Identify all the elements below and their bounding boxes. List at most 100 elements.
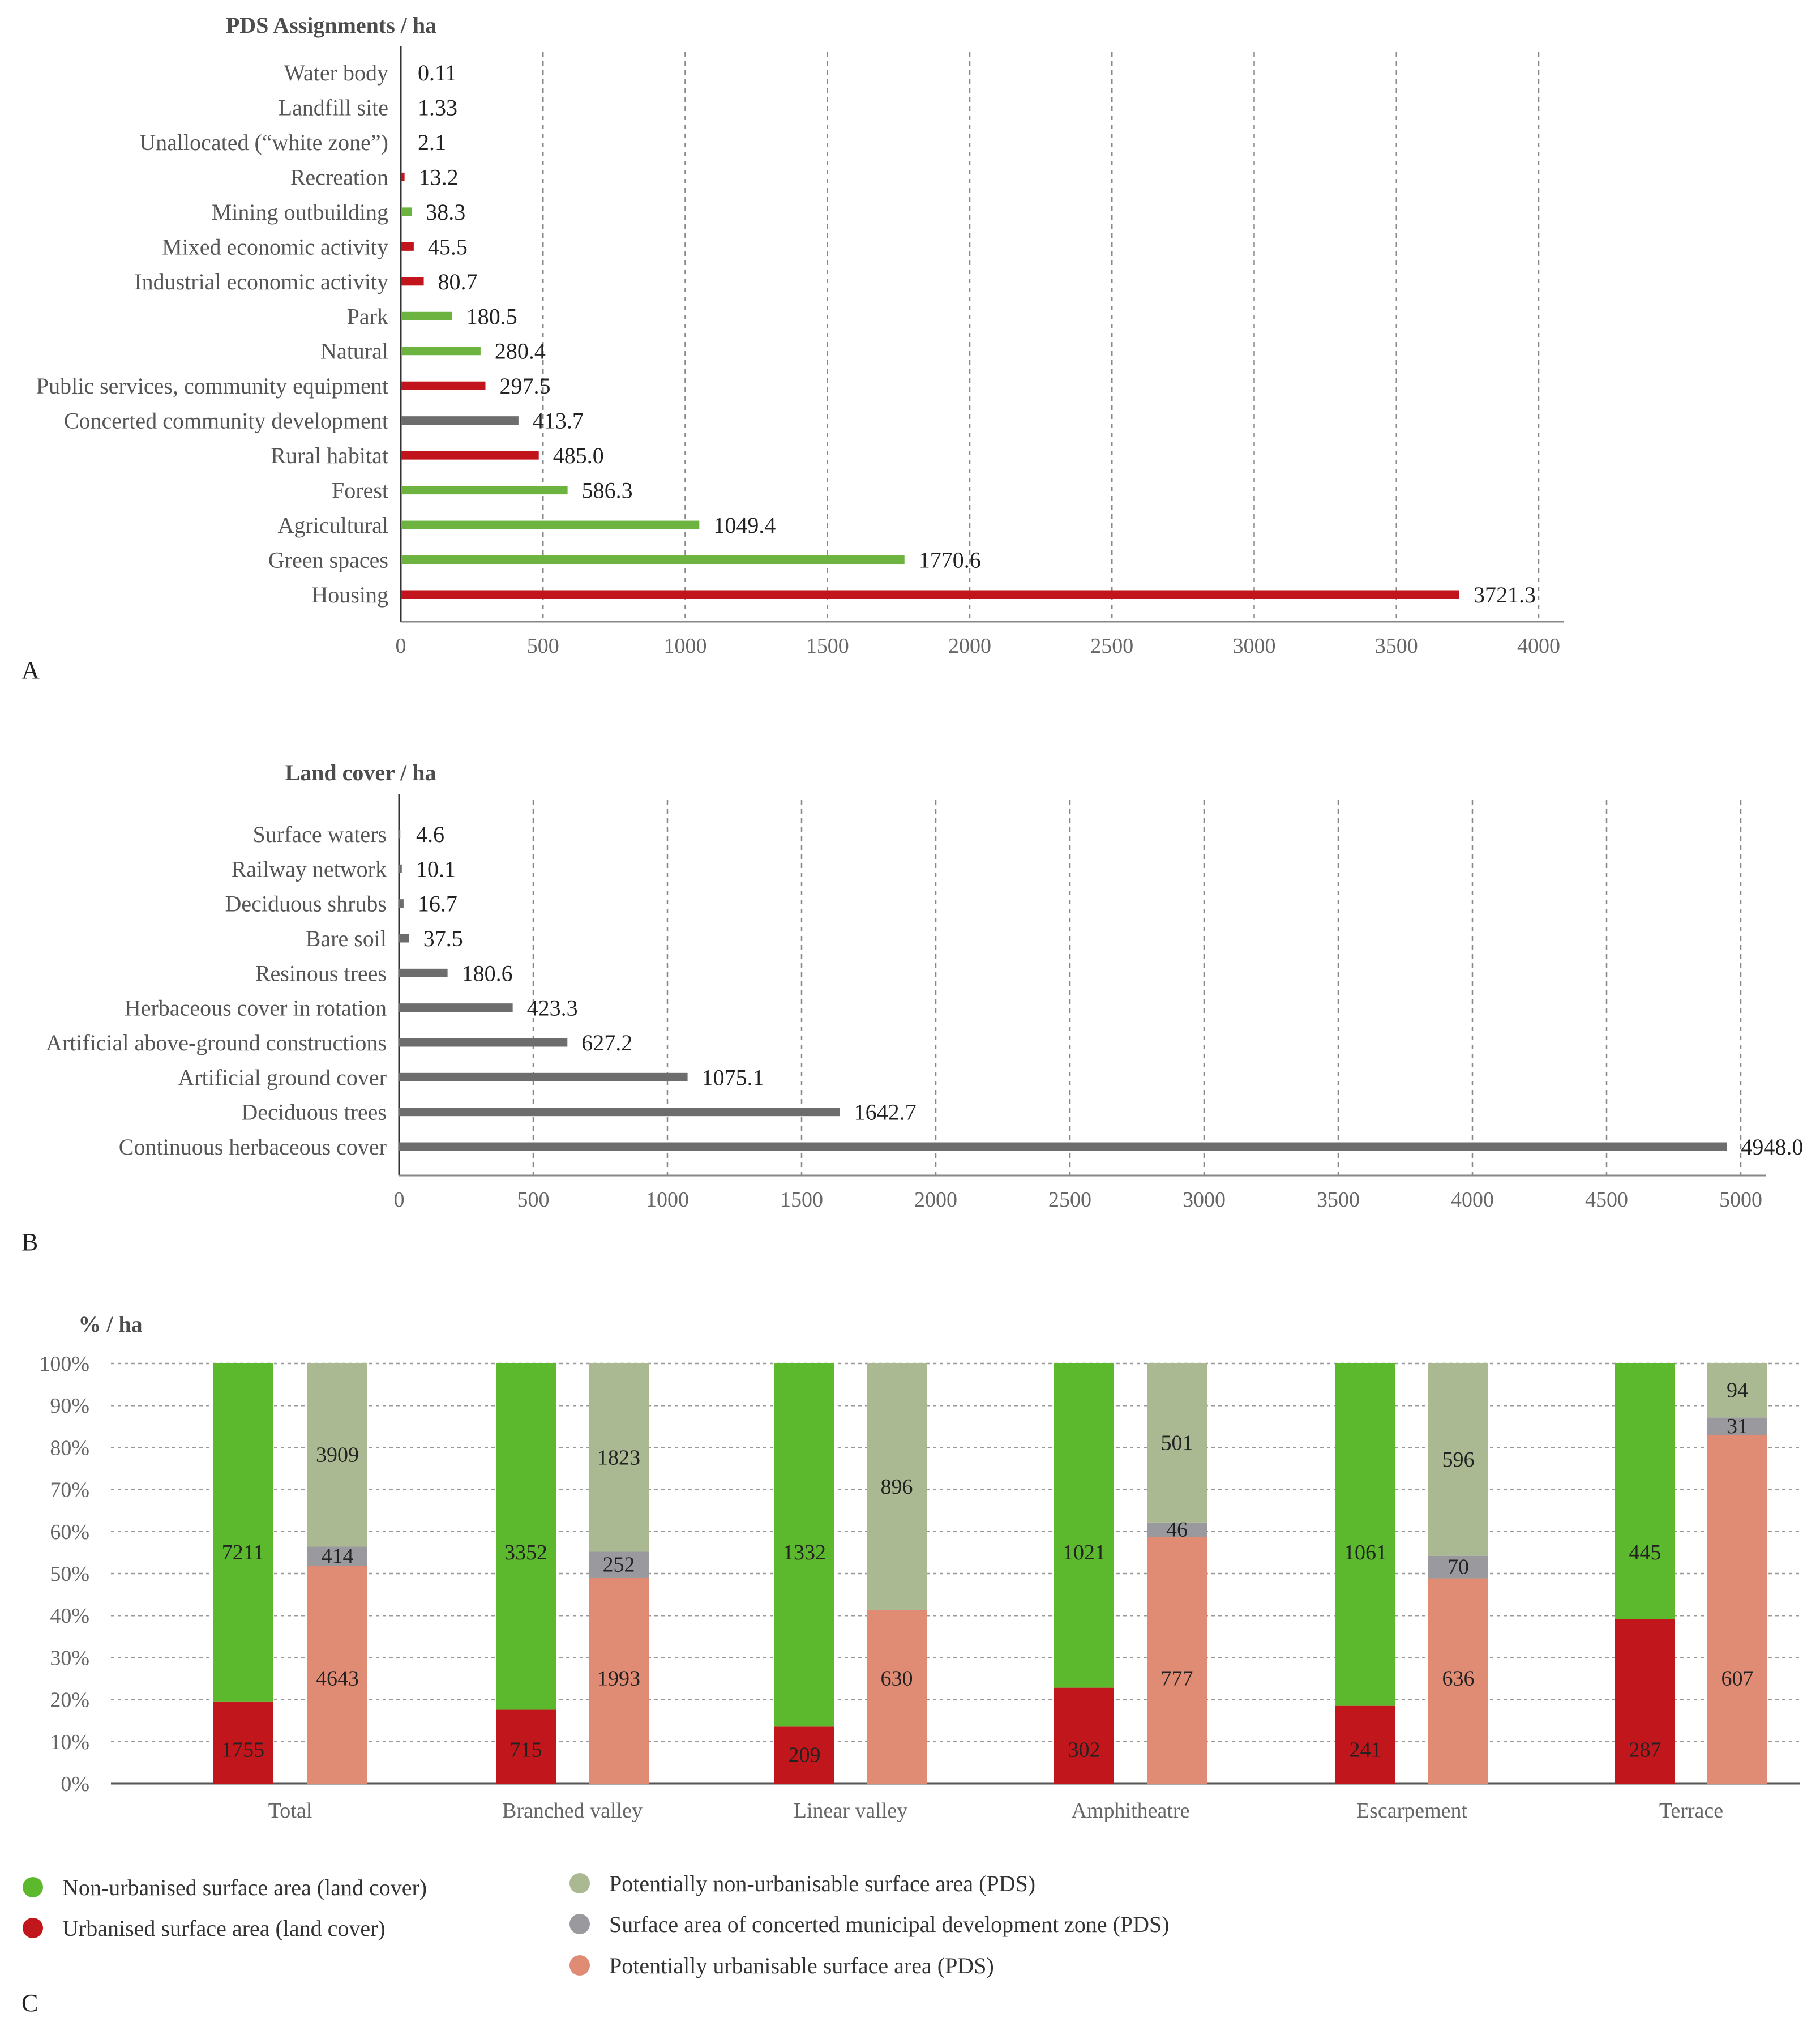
bar-agricultural: [401, 520, 700, 529]
y-tick-label: 30%: [50, 1646, 89, 1670]
bar-resinous-trees: [399, 968, 448, 977]
panel-letter: A: [22, 656, 40, 684]
legend-label-non-urbanised: Non-urbanised surface area (land cover): [62, 1875, 427, 1900]
bar-railway-network: [399, 864, 402, 873]
legend-label-concerted-zone: Surface area of concerted municipal deve…: [609, 1912, 1170, 1937]
data-label-concerted-community-development: 413.7: [533, 408, 584, 434]
category-label-rural-habitat: Rural habitat: [271, 443, 388, 468]
segment-label-amphitheatre-potentially-non-urbanisable: 501: [1161, 1431, 1193, 1455]
bar-segment-amphitheatre-concerted-zone: [1147, 1522, 1207, 1537]
segment-label-branched-valley-potentially-urbanisable: 1993: [597, 1667, 640, 1691]
bar-segment-escarpement-non-urbanised: [1335, 1363, 1395, 1706]
y-tick-label: 90%: [50, 1394, 89, 1418]
bar-segment-amphitheatre-urbanised: [1054, 1687, 1114, 1784]
chart-title: % / ha: [78, 1311, 142, 1337]
segment-label-escarpement-non-urbanised: 1061: [1344, 1541, 1387, 1564]
data-label-resinous-trees: 180.6: [462, 960, 513, 986]
data-label-artificial-ground-cover: 1075.1: [702, 1065, 764, 1090]
x-tick-label: 4500: [1585, 1188, 1628, 1212]
data-label-forest: 586.3: [582, 478, 633, 503]
x-tick-label: 2000: [948, 634, 991, 658]
segment-label-terrace-non-urbanised: 445: [1629, 1541, 1661, 1564]
panel-letter: C: [22, 1989, 38, 2017]
bar-segment-branched-valley-urbanised: [496, 1709, 556, 1784]
bar-segment-terrace-concerted-zone: [1707, 1417, 1767, 1435]
segment-label-linear-valley-potentially-non-urbanisable: 896: [881, 1475, 913, 1499]
bar-segment-branched-valley-potentially-non-urbanisable: [589, 1363, 649, 1552]
segment-label-terrace-potentially-non-urbanisable: 94: [1727, 1379, 1748, 1403]
bar-segment-branched-valley-potentially-urbanisable: [589, 1578, 649, 1784]
y-tick-label: 50%: [50, 1562, 89, 1586]
x-tick-label: 4000: [1451, 1188, 1494, 1212]
category-label-amphitheatre: Amphitheatre: [1072, 1799, 1190, 1823]
category-label-continuous-herbaceous-cover: Continuous herbaceous cover: [119, 1134, 387, 1160]
x-tick-label: 3500: [1317, 1188, 1360, 1212]
segment-label-branched-valley-concerted-zone: 252: [603, 1553, 635, 1576]
data-label-surface-waters: 4.6: [416, 822, 444, 847]
category-label-bare-soil: Bare soil: [306, 926, 387, 951]
data-label-green-spaces: 1770.6: [919, 548, 981, 573]
chart-b: Land cover / ha 0 500 1000 1500 2000 2500 3000 3…: [22, 760, 1803, 1256]
bar-bare-soil: [399, 934, 409, 943]
bar-mining-outbuilding: [401, 207, 412, 216]
bar-housing: [401, 590, 1459, 599]
y-tick-label: 40%: [50, 1604, 89, 1628]
segment-label-terrace-concerted-zone: 31: [1727, 1414, 1748, 1438]
x-tick-label: 500: [517, 1188, 550, 1212]
bar-deciduous-shrubs: [399, 899, 404, 908]
segment-label-escarpement-potentially-non-urbanisable: 596: [1442, 1448, 1475, 1472]
category-label-artificial-ground-cover: Artificial ground cover: [178, 1065, 387, 1090]
x-tick-label: 1500: [806, 634, 849, 658]
segment-label-amphitheatre-non-urbanised: 1021: [1063, 1541, 1106, 1564]
x-tick-label: 1000: [646, 1188, 689, 1212]
data-label-recreation: 13.2: [419, 164, 459, 190]
bar-segment-escarpement-concerted-zone: [1428, 1555, 1488, 1579]
segment-label-linear-valley-non-urbanised: 1332: [783, 1541, 826, 1564]
y-tick-label: 80%: [50, 1436, 89, 1460]
x-tick-label: 5000: [1719, 1188, 1762, 1212]
bar-rural-habitat: [401, 451, 539, 460]
data-label-housing: 3721.3: [1474, 582, 1536, 608]
category-label-branched-valley: Branched valley: [502, 1799, 643, 1823]
x-tick-label: 2500: [1048, 1188, 1091, 1212]
y-tick-label: 70%: [50, 1478, 89, 1502]
category-label-herbaceous-cover-in-rotation: Herbaceous cover in rotation: [125, 995, 387, 1021]
bar-mixed-economic-activity: [401, 242, 414, 251]
data-label-bare-soil: 37.5: [423, 926, 463, 951]
legend-label-potentially-urbanisable: Potentially urbanisable surface area (PD…: [609, 1953, 994, 1978]
y-tick-label: 20%: [50, 1688, 89, 1712]
legend-swatch-potentially-urbanisable: [569, 1955, 590, 1976]
category-label-concerted-community-development: Concerted community development: [64, 408, 388, 434]
data-label-water-body: 0.11: [418, 60, 457, 86]
segment-label-terrace-urbanised: 287: [1629, 1738, 1661, 1762]
bar-artificial-above-ground-constructions: [399, 1038, 568, 1047]
data-label-herbaceous-cover-in-rotation: 423.3: [527, 995, 578, 1021]
segment-label-total-urbanised: 1755: [221, 1738, 264, 1762]
bar-park: [401, 311, 452, 320]
bar-segment-linear-valley-non-urbanised: [774, 1363, 834, 1727]
category-label-park: Park: [347, 303, 388, 329]
category-label-public-services-community-equipment: Public services, community equipment: [36, 373, 388, 399]
category-label-mining-outbuilding: Mining outbuilding: [212, 199, 388, 225]
segment-label-total-potentially-urbanisable: 4643: [316, 1667, 359, 1691]
x-tick-label: 3000: [1183, 1188, 1226, 1212]
bar-segment-terrace-non-urbanised: [1615, 1363, 1675, 1619]
data-label-unallocated-white-zone: 2.1: [418, 130, 446, 155]
chart-a: PDS Assignments / ha 0 500 1000 1500 2000 2500…: [22, 12, 1564, 684]
segment-label-branched-valley-urbanised: 715: [510, 1738, 542, 1762]
bar-segment-escarpement-potentially-urbanisable: [1428, 1578, 1488, 1784]
bar-artificial-ground-cover: [399, 1072, 688, 1081]
category-label-natural: Natural: [320, 339, 388, 364]
bar-surface-waters: [399, 830, 401, 839]
legend-swatch-urbanised: [23, 1918, 43, 1938]
segment-label-branched-valley-potentially-non-urbanisable: 1823: [597, 1446, 640, 1469]
bar-natural: [401, 347, 481, 356]
category-label-artificial-above-ground-constructions: Artificial above-ground constructions: [46, 1030, 387, 1055]
segment-label-total-concerted-zone: 414: [322, 1545, 354, 1568]
segment-label-escarpement-potentially-urbanisable: 636: [1442, 1667, 1475, 1691]
bar-segment-total-urbanised: [213, 1701, 273, 1784]
bar-segment-escarpement-potentially-non-urbanisable: [1428, 1363, 1488, 1556]
bar-segment-amphitheatre-potentially-non-urbanisable: [1147, 1363, 1207, 1523]
category-label-escarpement: Escarpement: [1356, 1799, 1468, 1823]
